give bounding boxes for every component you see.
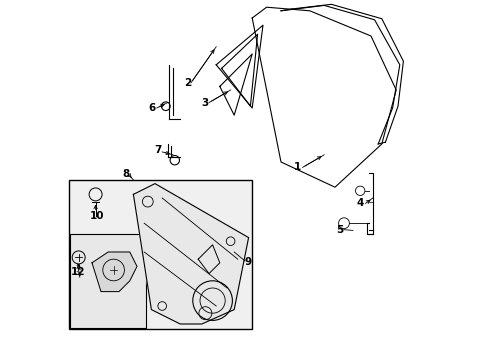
Text: 2: 2 xyxy=(184,78,191,88)
Polygon shape xyxy=(92,252,137,292)
Text: 3: 3 xyxy=(202,98,209,108)
Text: 4: 4 xyxy=(357,198,364,208)
FancyBboxPatch shape xyxy=(71,234,146,328)
Text: 7: 7 xyxy=(154,145,162,156)
Text: 11: 11 xyxy=(108,283,122,293)
Text: 12: 12 xyxy=(71,267,85,277)
FancyBboxPatch shape xyxy=(69,180,252,329)
Polygon shape xyxy=(133,184,248,324)
Text: 8: 8 xyxy=(122,168,130,179)
Text: 10: 10 xyxy=(90,211,105,221)
Text: 1: 1 xyxy=(294,162,301,172)
Text: 5: 5 xyxy=(336,225,343,235)
Text: 9: 9 xyxy=(245,257,251,267)
Text: 6: 6 xyxy=(148,103,156,113)
